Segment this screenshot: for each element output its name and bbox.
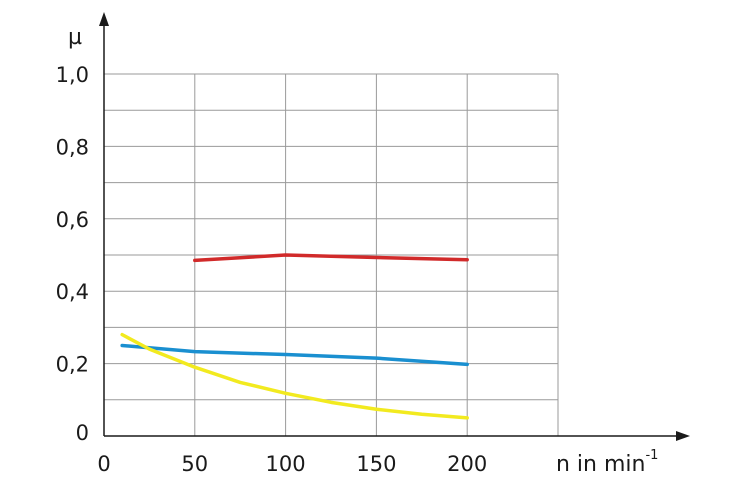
x-tick-label: 200 bbox=[447, 452, 487, 476]
x-axis-title-superscript: -1 bbox=[645, 448, 658, 463]
x-tick-label: 0 bbox=[97, 452, 110, 476]
series-line-3 bbox=[120, 332, 469, 420]
y-tick-label: 0,8 bbox=[56, 135, 89, 159]
y-tick-label: 0,6 bbox=[56, 208, 89, 232]
y-tick-label: 0,4 bbox=[56, 280, 89, 304]
y-tick-label: 0 bbox=[76, 421, 89, 445]
series-line-2 bbox=[120, 343, 469, 367]
x-axis-title-text: n in min bbox=[556, 452, 645, 477]
grid bbox=[104, 73, 559, 436]
axes bbox=[99, 12, 690, 441]
x-tick-label: 50 bbox=[181, 452, 208, 476]
series-group bbox=[120, 253, 469, 420]
x-axis-arrow-icon bbox=[676, 431, 690, 441]
x-tick-label: 150 bbox=[356, 452, 396, 476]
y-tick-label: 1,0 bbox=[56, 63, 89, 87]
series-line-1 bbox=[193, 253, 469, 263]
x-tick-label: 100 bbox=[266, 452, 306, 476]
y-axis-title: µ bbox=[68, 25, 82, 50]
y-tick-label: 0,2 bbox=[56, 353, 89, 377]
tick-labels: 0 0,2 0,4 0,6 0,8 1,0 0 50 100 150 200 bbox=[56, 63, 488, 476]
y-axis-arrow-icon bbox=[99, 12, 109, 26]
x-axis-title: n in min-1 bbox=[556, 448, 658, 477]
